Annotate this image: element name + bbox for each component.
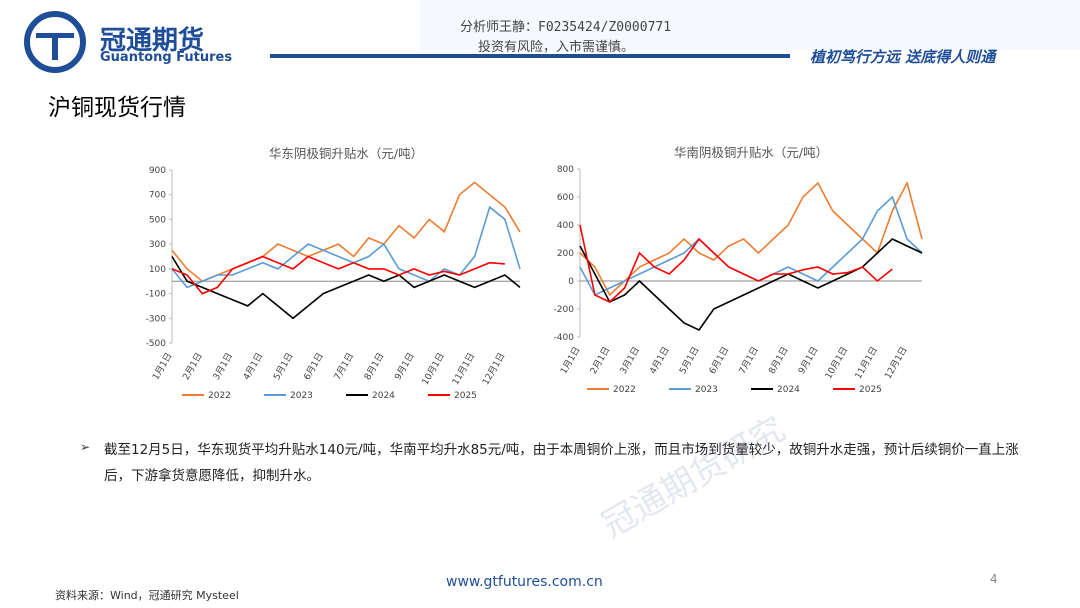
x-tick-label: 11月1日 [853,345,880,381]
logo [24,11,86,73]
header-band [420,0,1080,50]
brand: 冠通期货 [100,26,205,56]
x-tick-label: 8月1日 [362,351,386,382]
bullet-text: 截至12月5日，华东现货平均升贴水140元/吨，华南平均升水85元/吨，由于本周… [104,442,1019,484]
y-tick-label: -100 [146,290,167,300]
legend-label: 2022 [208,391,231,401]
x-tick-label: 6月1日 [302,351,326,382]
bullet-icon: ➢ [80,440,91,454]
x-tick-label: 2月1日 [588,345,612,376]
y-tick-label: -200 [554,305,575,315]
x-tick-label: 7月1日 [332,351,356,382]
legend-label: 2023 [290,391,313,401]
x-tick-label: 11月1日 [450,351,477,387]
legend-label: 2025 [859,385,882,395]
x-tick-label: 4月1日 [648,345,672,376]
x-tick-label: 5月1日 [271,351,295,382]
page-number: 4 [990,572,998,586]
series-line [579,180,923,297]
y-tick-label: 400 [557,221,574,231]
y-tick-label: -500 [146,339,167,349]
analyst: 分析师王静：F0235424/Z0000771 [460,20,672,35]
y-tick-label: 800 [557,165,574,175]
y-tick-label: 900 [149,166,166,176]
x-tick-label: 8月1日 [767,345,791,376]
y-tick-label: 500 [149,215,166,225]
slogan: 植初笃行方远 送底得人则通 [810,48,996,66]
header-rule [270,54,790,58]
risk: 投资有风险，入市需谨慎。 [478,40,635,55]
x-tick-label: 3月1日 [211,351,235,382]
series-line [579,224,893,303]
series-line [171,205,521,289]
logo-stem [52,38,58,60]
x-tick-label: 9月1日 [796,345,820,376]
chart-title: 华南阴极铜升贴水（元/吨） [674,145,828,160]
x-tick-label: 1月1日 [558,345,582,376]
x-tick-label: 5月1日 [677,345,701,376]
slide-title: 沪铜现货行情 [48,95,186,121]
y-tick-label: -300 [146,314,167,324]
legend-label: 2023 [695,385,718,395]
x-tick-label: 2月1日 [181,351,205,382]
y-tick-label: 200 [557,249,574,259]
series-line [171,181,521,283]
series-line [171,255,505,295]
x-tick-label: 7月1日 [737,345,761,376]
legend-label: 2022 [613,385,636,395]
y-tick-label: 600 [557,193,574,203]
y-tick-label: 100 [149,265,166,275]
x-tick-label: 12月1日 [480,351,507,387]
source: 资料来源：Wind，冠通研究 Mysteel [55,589,239,602]
y-tick-label: 0 [568,277,574,287]
chart-title: 华东阴极铜升贴水（元/吨） [269,146,423,161]
x-tick-label: 10月1日 [823,345,850,381]
legend-label: 2024 [777,385,800,395]
website: www.gtfutures.com.cn [446,574,603,590]
y-tick-label: 300 [149,240,166,250]
legend-label: 2024 [372,391,395,401]
series-line [171,256,521,320]
x-tick-label: 6月1日 [707,345,731,376]
x-tick-label: 10月1日 [420,351,447,387]
y-tick-label: 700 [149,191,166,201]
x-tick-label: 12月1日 [883,345,910,381]
x-tick-label: 9月1日 [392,351,416,382]
brand-en: Guantong Futures [100,50,233,65]
logo-bar [36,33,74,38]
x-tick-label: 3月1日 [618,345,642,376]
series-line [579,238,923,332]
legend-label: 2025 [454,391,477,401]
y-tick-label: -400 [554,333,575,343]
x-tick-label: 4月1日 [241,351,265,382]
x-tick-label: 1月1日 [150,351,174,382]
